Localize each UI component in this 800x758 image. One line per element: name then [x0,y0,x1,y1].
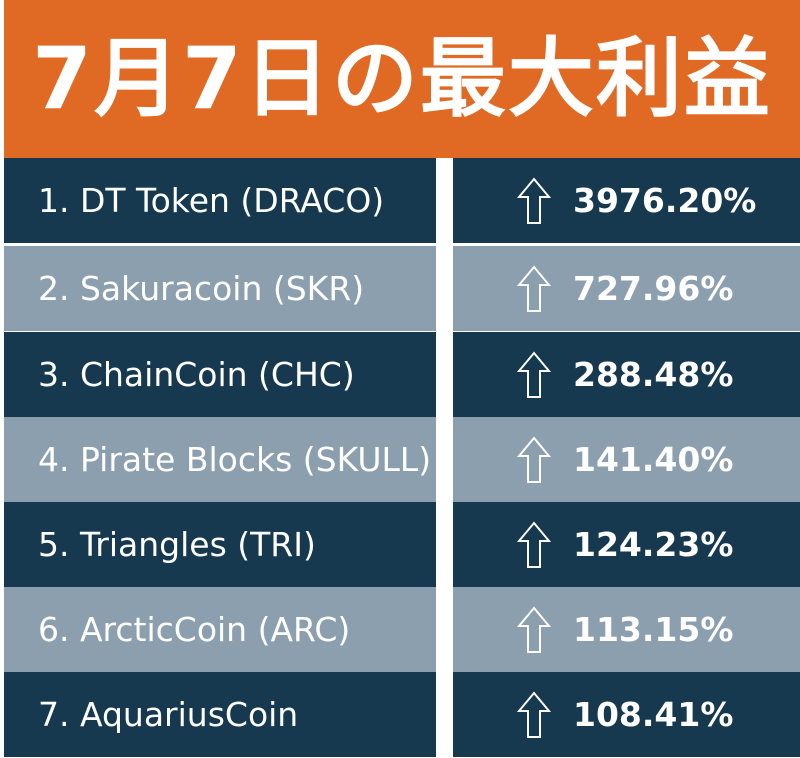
gain-value: 113.15% [573,610,734,649]
coin-name: 4. Pirate Blocks (SKULL) [38,440,432,479]
coin-name: 5. Triangles (TRI) [38,525,316,564]
up-arrow-icon [517,690,551,738]
up-arrow-icon [517,605,551,653]
gain-value: 3976.20% [573,181,757,220]
coin-name: 6. ArcticCoin (ARC) [38,610,351,649]
table-row: 2. Sakuracoin (SKR) 727.96% [4,246,800,331]
coin-name-cell: 7. AquariusCoin [4,672,436,757]
title-banner: 7月7日の最大利益 [4,0,800,158]
gain-value: 108.41% [573,695,734,734]
coin-name: 3. ChainCoin (CHC) [38,355,355,394]
gain-value: 288.48% [573,355,734,394]
coin-name-cell: 6. ArcticCoin (ARC) [4,587,436,672]
gainers-table: 1. DT Token (DRACO) 3976.20% 2. Sakuraco… [4,158,800,758]
up-arrow-icon [517,520,551,568]
gain-cell: 727.96% [453,246,800,331]
coin-name: 7. AquariusCoin [38,695,299,734]
gain-cell: 108.41% [453,672,800,757]
coin-name: 1. DT Token (DRACO) [38,181,385,220]
up-arrow-icon [517,435,551,483]
coin-name: 2. Sakuracoin (SKR) [38,269,365,308]
up-arrow-icon [517,176,551,224]
coin-name-cell: 3. ChainCoin (CHC) [4,332,436,417]
gain-cell: 288.48% [453,332,800,417]
gain-cell: 3976.20% [453,158,800,243]
up-arrow-icon [517,350,551,398]
coin-name-cell: 5. Triangles (TRI) [4,502,436,587]
gain-value: 727.96% [573,269,734,308]
table-row: 3. ChainCoin (CHC) 288.48% [4,332,800,417]
coin-name-cell: 1. DT Token (DRACO) [4,158,436,243]
gain-cell: 113.15% [453,587,800,672]
table-row: 1. DT Token (DRACO) 3976.20% [4,158,800,243]
gain-cell: 124.23% [453,502,800,587]
table-row: 4. Pirate Blocks (SKULL) 141.40% [4,417,800,502]
table-row: 7. AquariusCoin 108.41% [4,672,800,757]
gain-cell: 141.40% [453,417,800,502]
up-arrow-icon [517,264,551,312]
gain-value: 141.40% [573,440,734,479]
table-row: 6. ArcticCoin (ARC) 113.15% [4,587,800,672]
gain-value: 124.23% [573,525,734,564]
page-title: 7月7日の最大利益 [32,29,772,129]
coin-name-cell: 2. Sakuracoin (SKR) [4,246,436,331]
coin-name-cell: 4. Pirate Blocks (SKULL) [4,417,436,502]
table-row: 5. Triangles (TRI) 124.23% [4,502,800,587]
